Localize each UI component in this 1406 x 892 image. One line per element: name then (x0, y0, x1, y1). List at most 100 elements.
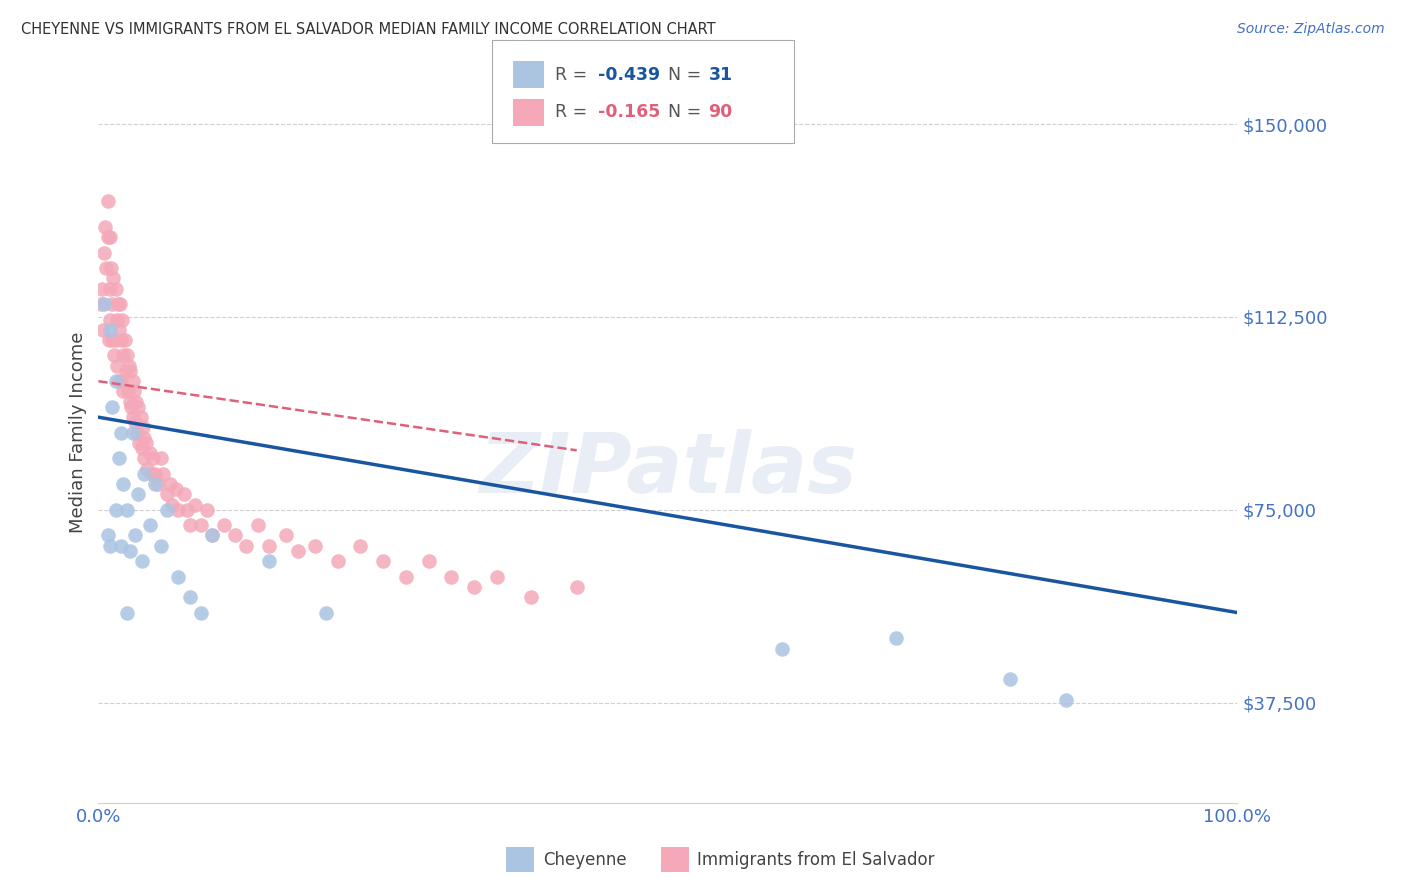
Point (179, 518, 201, 533)
Text: R =: R = (555, 66, 593, 84)
Point (770, 641, 793, 656)
Point (371, 554, 394, 568)
Point (118, 359, 141, 373)
Text: 90: 90 (709, 103, 733, 121)
Point (111, 312, 134, 326)
Point (127, 425, 149, 440)
Point (145, 467, 167, 481)
Point (127, 487, 149, 501)
Point (132, 467, 155, 481)
Point (120, 400, 142, 414)
Point (114, 364, 136, 378)
Point (115, 349, 138, 363)
Point (103, 271, 125, 285)
Point (98, 539, 121, 553)
Point (121, 425, 143, 440)
Point (108, 451, 131, 466)
Point (235, 539, 257, 553)
Point (96, 528, 118, 542)
Point (259, 554, 281, 568)
Point (190, 606, 212, 620)
Text: Immigrants from El Salvador: Immigrants from El Salvador (697, 851, 935, 869)
Point (104, 333, 127, 347)
Point (486, 569, 509, 583)
Point (152, 467, 174, 481)
Point (520, 590, 543, 604)
Point (132, 451, 155, 466)
Point (98, 230, 121, 244)
Point (107, 297, 129, 311)
Point (115, 606, 138, 620)
Point (104, 502, 127, 516)
Point (101, 333, 124, 347)
Point (167, 502, 190, 516)
Point (184, 498, 207, 512)
Point (94, 219, 117, 234)
Point (201, 528, 224, 542)
Point (315, 606, 337, 620)
Point (212, 518, 235, 533)
Point (141, 467, 163, 481)
Text: ZIPatlas: ZIPatlas (479, 429, 856, 510)
Point (418, 554, 440, 568)
Point (162, 498, 184, 512)
Point (100, 261, 122, 276)
Point (120, 544, 142, 558)
Point (190, 518, 212, 533)
Point (97, 333, 120, 347)
Point (145, 477, 167, 491)
Point (110, 539, 132, 553)
Point (179, 590, 201, 604)
Point (246, 518, 269, 533)
Point (173, 487, 195, 501)
Point (136, 461, 159, 475)
Point (108, 297, 131, 311)
Point (98, 282, 121, 296)
Point (93, 245, 115, 260)
Text: -0.439: -0.439 (598, 66, 659, 84)
Point (91, 323, 114, 337)
Text: CHEYENNE VS IMMIGRANTS FROM EL SALVADOR MEDIAN FAMILY INCOME CORRELATION CHART: CHEYENNE VS IMMIGRANTS FROM EL SALVADOR … (21, 22, 716, 37)
Point (114, 333, 136, 347)
Text: N =: N = (668, 103, 707, 121)
Point (195, 502, 218, 516)
Text: 31: 31 (709, 66, 733, 84)
Point (326, 554, 349, 568)
Point (122, 384, 145, 399)
Point (165, 482, 187, 496)
Text: -0.165: -0.165 (598, 103, 659, 121)
Text: R =: R = (555, 103, 593, 121)
Point (110, 425, 132, 440)
Point (110, 333, 132, 347)
Point (135, 436, 157, 450)
Point (176, 502, 198, 516)
Point (138, 446, 160, 460)
Point (98, 312, 121, 326)
Point (131, 441, 153, 455)
Point (156, 502, 179, 516)
Point (104, 374, 127, 388)
Point (90, 297, 112, 311)
Point (1054, 693, 1078, 707)
Point (112, 384, 135, 399)
Point (132, 420, 155, 434)
Point (120, 364, 142, 378)
Text: Source: ZipAtlas.com: Source: ZipAtlas.com (1237, 22, 1385, 37)
Point (117, 384, 139, 399)
Point (349, 539, 371, 553)
Point (98, 323, 121, 337)
Point (128, 436, 150, 450)
Point (121, 374, 143, 388)
Point (156, 487, 179, 501)
Point (395, 569, 418, 583)
Point (90, 282, 112, 296)
Point (150, 451, 173, 466)
Point (884, 632, 907, 646)
Point (131, 554, 153, 568)
Point (104, 282, 127, 296)
Point (96, 230, 118, 244)
Point (96, 261, 118, 276)
Point (287, 544, 309, 558)
Point (125, 394, 148, 409)
Point (103, 349, 125, 363)
